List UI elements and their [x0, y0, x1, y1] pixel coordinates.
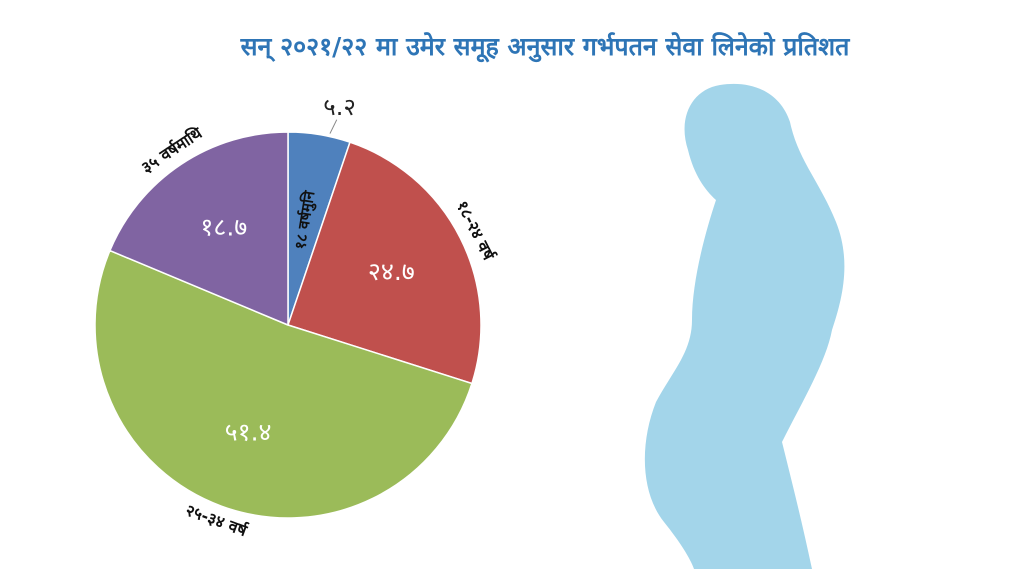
leader-line	[329, 119, 338, 134]
pregnant-silhouette	[644, 84, 845, 569]
value-label: २४.७	[368, 257, 415, 286]
value-label: १८.७	[200, 213, 247, 242]
pie-slice	[94, 249, 473, 519]
pie-slice	[287, 141, 482, 385]
value-label: ५.२	[323, 93, 356, 121]
pie-slice	[108, 131, 289, 327]
value-label: ५१.४	[225, 418, 272, 447]
chart-title: सन् २०२१/२२ मा उमेर समूह अनुसार गर्भपतन …	[240, 32, 851, 63]
